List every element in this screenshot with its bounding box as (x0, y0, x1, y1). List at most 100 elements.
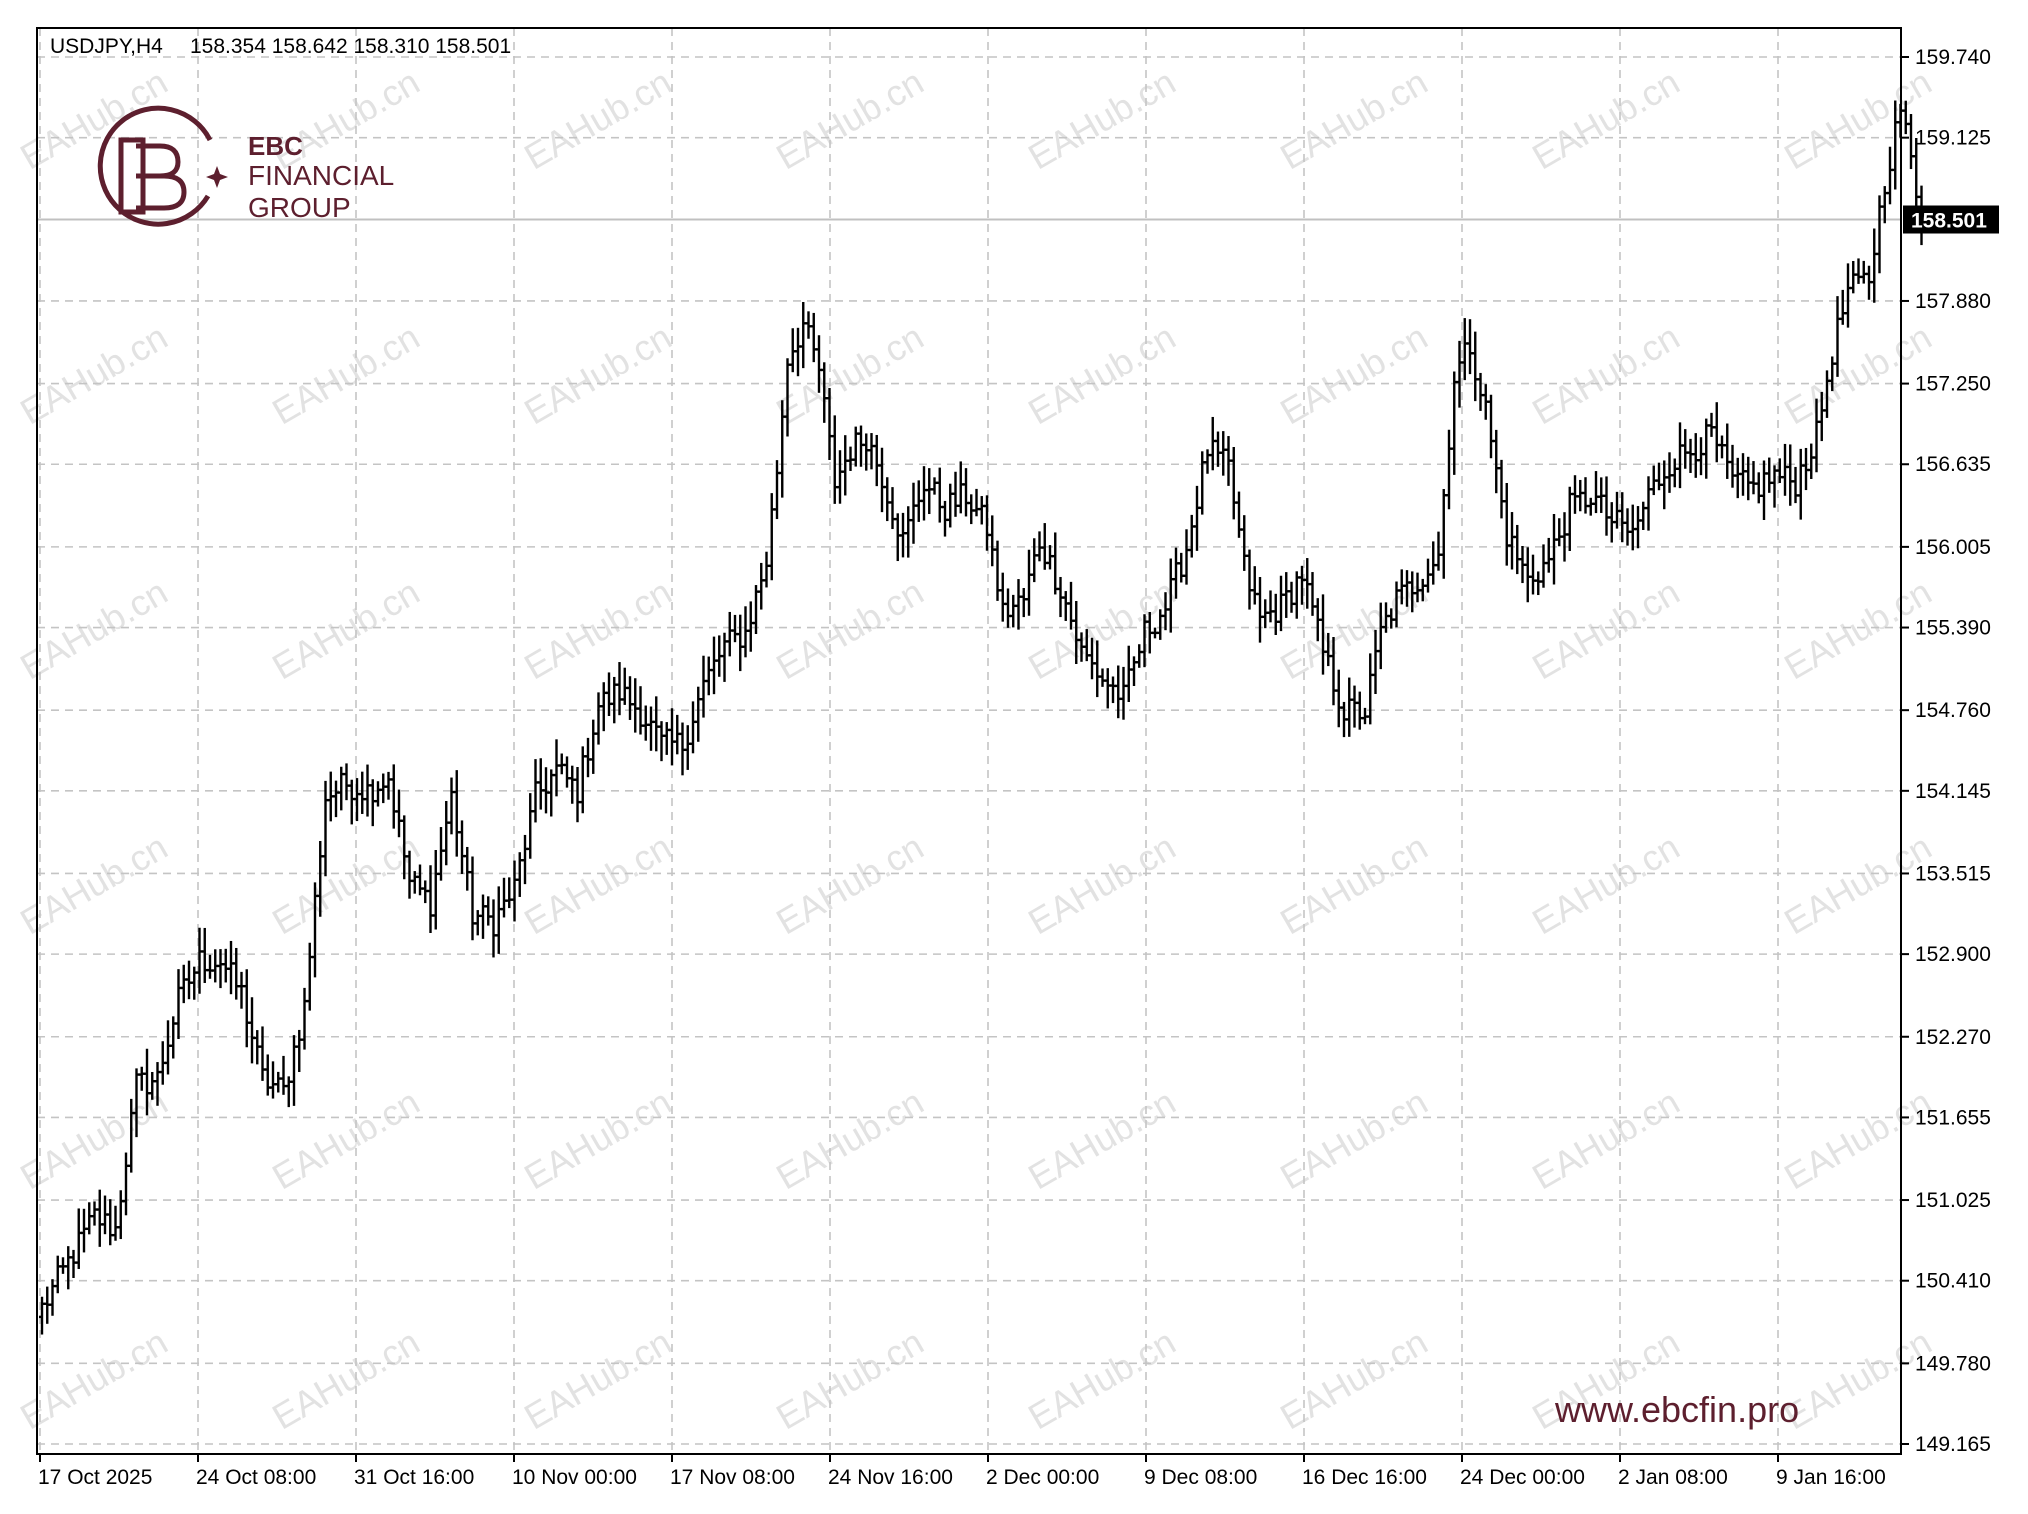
price-bar (879, 447, 885, 513)
price-bar (348, 779, 355, 825)
price-bar (1052, 532, 1059, 595)
watermark-text: EAHub.cn (517, 61, 678, 178)
price-bar (732, 614, 738, 643)
price-bar (180, 964, 187, 1004)
y-tick-label: 152.270 (1915, 1026, 1991, 1049)
watermark-text: EAHub.cn (1021, 1321, 1182, 1438)
time-axis: 17 Oct 2025 24 Oct 08:00 31 Oct 16:00 10 No… (38, 1454, 1886, 1489)
price-bar (432, 850, 439, 930)
price-bar (963, 468, 969, 517)
price-bar (1603, 476, 1610, 536)
watermark-text: EAHub.cn (1525, 1081, 1686, 1198)
price-bar (758, 562, 765, 610)
price-bar (558, 753, 565, 775)
price-bar (595, 692, 602, 745)
price-bar (1425, 558, 1431, 593)
price-bar (616, 662, 623, 716)
y-tick-label: 156.635 (1915, 453, 1991, 476)
price-bar (490, 899, 497, 958)
price-bar (1887, 146, 1893, 205)
price-bar (905, 506, 912, 558)
price-bar (574, 767, 581, 823)
price-bar (1241, 515, 1248, 571)
price-bar (1524, 547, 1531, 603)
price-bar (1467, 319, 1473, 375)
price-bar (448, 777, 455, 835)
price-bar (91, 1201, 98, 1226)
price-bar (1293, 571, 1300, 619)
price-bar (1309, 572, 1316, 616)
price-bar (1682, 429, 1689, 469)
price-bar (117, 1190, 124, 1240)
watermark-text: EAHub.cn (1525, 571, 1686, 688)
price-bar (947, 483, 954, 528)
price-bar (831, 415, 838, 504)
price-bar (611, 676, 618, 724)
price-bar (1845, 263, 1851, 328)
price-bar (1839, 289, 1846, 325)
watermark-text: EAHub.cn (1273, 316, 1434, 433)
price-bar (726, 611, 733, 657)
price-bar (742, 606, 749, 658)
last-price-tag: 158.501 (1903, 205, 1999, 234)
logo-sparkle-icon (206, 166, 228, 188)
price-bar (926, 468, 933, 515)
x-tick-label: 9 Dec 08:00 (1144, 1466, 1257, 1489)
price-bar (1698, 437, 1704, 476)
price-bar (1020, 587, 1027, 618)
price-bar (537, 758, 544, 810)
price-bar (737, 614, 744, 672)
price-bar (999, 572, 1006, 622)
price-bar (411, 871, 418, 894)
price-bar (249, 997, 255, 1064)
price-bar (443, 801, 450, 866)
y-tick-label: 149.165 (1915, 1433, 1991, 1456)
watermark-text: EAHub.cn (769, 1321, 930, 1438)
y-tick-label: 151.655 (1915, 1106, 1991, 1129)
logo-monogram-icon (118, 137, 187, 215)
price-bar (390, 764, 397, 829)
price-bar (957, 461, 964, 514)
price-bar (1057, 576, 1064, 618)
price-bar (264, 1054, 271, 1096)
price-bar (380, 773, 387, 804)
price-bar (1519, 546, 1526, 584)
price-bar (695, 686, 702, 742)
price-bar (1561, 512, 1568, 562)
price-bar (60, 1257, 66, 1274)
price-bar (921, 466, 927, 521)
price-bar (774, 460, 780, 520)
x-tick-label: 24 Dec 00:00 (1460, 1466, 1585, 1489)
price-bar (1766, 457, 1773, 493)
price-bar (863, 433, 870, 471)
price-bar (600, 682, 607, 732)
price-bar (1535, 571, 1542, 596)
price-bar (1671, 458, 1678, 488)
price-bar (207, 954, 213, 979)
price-bar (1335, 669, 1342, 728)
price-bar (1624, 508, 1631, 546)
price-bar (1341, 701, 1347, 738)
y-tick-label: 151.025 (1915, 1189, 1991, 1212)
watermark-text: EAHub.cn (265, 571, 426, 688)
price-bar (459, 820, 465, 874)
price-bar (1299, 565, 1305, 605)
price-bar (1440, 489, 1447, 579)
price-bar (1446, 429, 1452, 510)
x-tick-label: 17 Nov 08:00 (670, 1466, 795, 1489)
price-bar (952, 471, 959, 517)
price-bar (1545, 537, 1552, 573)
price-bar (417, 864, 423, 896)
price-bar (102, 1195, 108, 1235)
price-bar (1026, 549, 1032, 616)
price-bar (648, 706, 654, 751)
price-bar (1719, 435, 1725, 459)
price-bar (1257, 576, 1263, 643)
price-bar (49, 1279, 56, 1316)
price-bar (1740, 453, 1746, 496)
watermark-text: EAHub.cn (265, 826, 426, 943)
y-tick-label: 154.145 (1915, 780, 1991, 803)
price-bar (1645, 476, 1652, 531)
price-bar (936, 467, 943, 523)
price-bar (1608, 502, 1615, 543)
